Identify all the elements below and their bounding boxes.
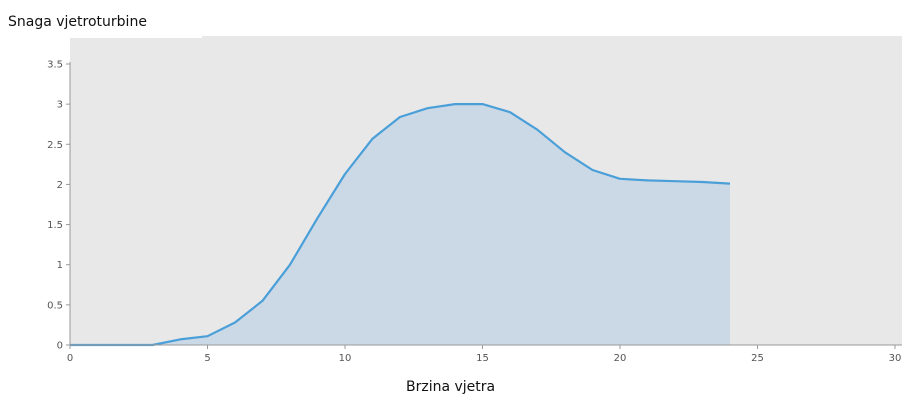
x-tick-label: 10	[339, 353, 352, 364]
x-tick-label: 25	[751, 353, 764, 364]
x-tick-label: 30	[889, 353, 902, 364]
y-tick-label: 2	[57, 180, 63, 191]
series-area	[70, 104, 730, 345]
y-tick-label: 2.5	[47, 140, 63, 151]
x-tick-label: 15	[476, 353, 489, 364]
y-tick-label: 3.5	[47, 60, 63, 71]
area-layer	[70, 103, 731, 347]
x-tick-label: 5	[204, 353, 210, 364]
xlabel-background	[400, 372, 558, 403]
title-background	[0, 0, 202, 38]
y-tick-label: 1	[57, 260, 63, 271]
chart-title: Snaga vjetroturbine	[8, 14, 147, 30]
y-tick-label: 0.5	[47, 300, 63, 311]
series-line	[70, 103, 731, 347]
ticks-layer: 0 5 10 15 20 25 30 0 0.5 1 1.5 2 2.5 3 3.5	[47, 60, 901, 365]
y-tick-label: 0	[57, 341, 63, 352]
y-tick-label: 1.5	[47, 220, 63, 231]
x-axis-label: Brzina vjetra	[406, 379, 495, 395]
x-tick-label: 20	[614, 353, 627, 364]
axes-layer	[69, 62, 902, 346]
x-tick-label: 0	[67, 353, 73, 364]
y-tick-label: 3	[57, 100, 63, 111]
